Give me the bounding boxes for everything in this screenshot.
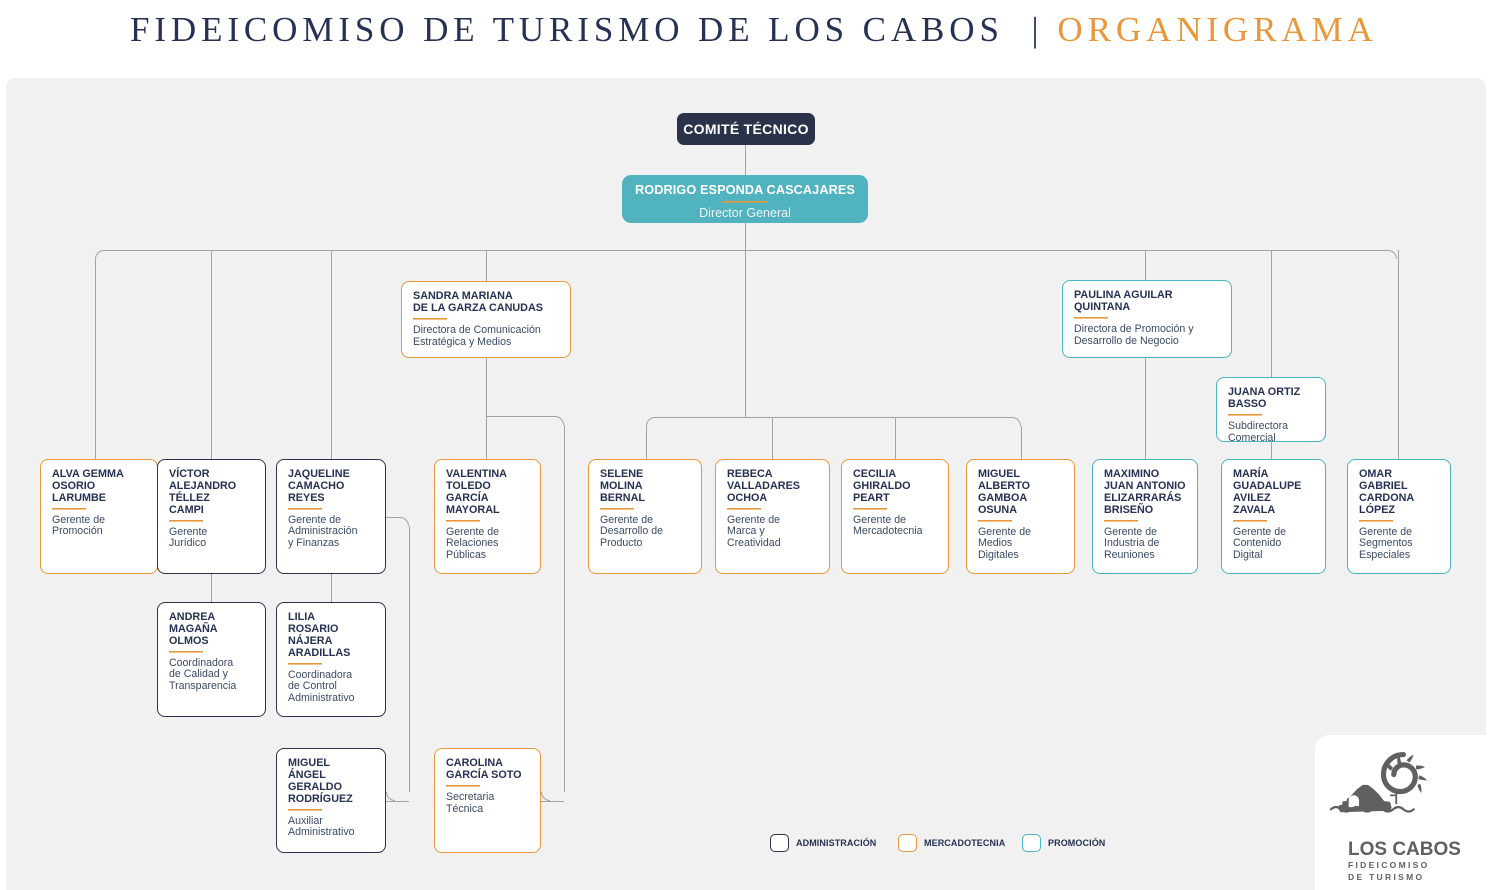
svg-text:FIDEICOMISO: FIDEICOMISO <box>1348 860 1430 870</box>
svg-text:DE TURISMO: DE TURISMO <box>1348 872 1424 882</box>
svg-text:LOS CABOS: LOS CABOS <box>1348 839 1461 860</box>
